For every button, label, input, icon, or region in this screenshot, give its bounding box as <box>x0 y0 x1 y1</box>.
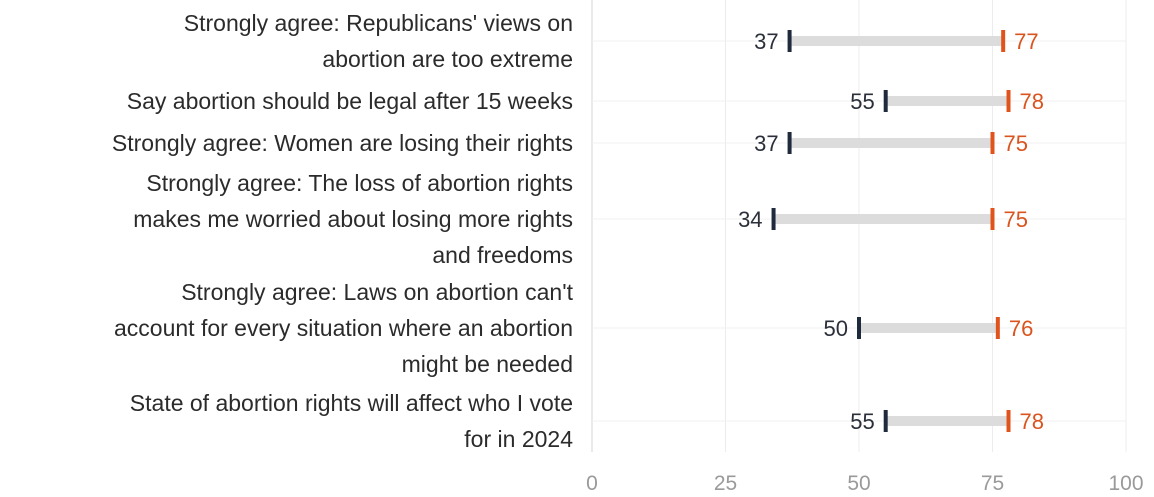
right-value-marker <box>995 317 1000 339</box>
right-value-label: 75 <box>1004 207 1028 232</box>
left-value-marker <box>883 410 888 432</box>
category-label-line: for in 2024 <box>464 426 573 452</box>
category-label-line: account for every situation where an abo… <box>114 315 573 341</box>
left-value-marker <box>787 30 792 52</box>
category-label-line: State of abortion rights will affect who… <box>130 390 573 416</box>
right-value-label: 78 <box>1020 89 1044 114</box>
category-label-line: and freedoms <box>432 242 573 268</box>
left-value-marker <box>883 90 888 112</box>
chart-row: Strongly agree: Laws on abortion can't ac… <box>114 279 1126 377</box>
connector-bar <box>859 323 998 333</box>
chart-row: Say abortion should be legal after 15 we… <box>127 88 1126 114</box>
chart-row: State of abortion rights will affect who… <box>130 390 1126 452</box>
left-value-marker <box>771 208 776 230</box>
left-value-marker <box>787 132 792 154</box>
right-value-marker <box>1006 410 1011 432</box>
left-value-label: 55 <box>850 89 874 114</box>
category-label-line: Say abortion should be legal after 15 we… <box>127 88 573 114</box>
chart-row: Strongly agree: Women are losing their r… <box>112 130 1126 156</box>
chart-row: Strongly agree: The loss of abortion rig… <box>133 170 1126 268</box>
left-value-label: 55 <box>850 409 874 434</box>
right-value-label: 77 <box>1014 29 1038 54</box>
chart-rows: Strongly agree: Republicans' views on abo… <box>112 10 1126 452</box>
category-label-line: Strongly agree: Republicans' views on <box>184 10 573 36</box>
right-value-label: 75 <box>1004 131 1028 156</box>
x-tick-label: 25 <box>714 472 737 495</box>
left-value-label: 37 <box>754 131 778 156</box>
left-value-label: 50 <box>824 316 848 341</box>
x-tick-label: 75 <box>981 472 1004 495</box>
connector-bar <box>885 96 1009 106</box>
right-value-marker <box>1006 90 1011 112</box>
connector-bar <box>885 416 1009 426</box>
connector-bar <box>789 138 993 148</box>
category-label-line: makes me worried about losing more right… <box>133 206 573 232</box>
category-label-line: Strongly agree: Women are losing their r… <box>112 130 573 156</box>
category-label-line: abortion are too extreme <box>322 46 573 72</box>
connector-bar <box>789 36 1004 46</box>
x-tick-label: 0 <box>586 472 598 495</box>
category-label-line: Strongly agree: Laws on abortion can't <box>181 279 573 305</box>
right-value-marker <box>1001 30 1006 52</box>
left-value-marker <box>857 317 861 339</box>
left-value-label: 37 <box>754 29 778 54</box>
category-label-line: Strongly agree: The loss of abortion rig… <box>146 170 573 196</box>
right-value-marker <box>990 208 995 230</box>
chart-row: Strongly agree: Republicans' views on abo… <box>184 10 1126 72</box>
x-tick-label: 100 <box>1108 472 1143 495</box>
right-value-marker <box>990 132 995 154</box>
connector-bar <box>773 214 993 224</box>
category-label-line: might be needed <box>402 351 573 377</box>
x-tick-label: 50 <box>847 472 870 495</box>
right-value-label: 76 <box>1009 316 1033 341</box>
right-value-label: 78 <box>1020 409 1044 434</box>
left-value-label: 34 <box>738 207 762 232</box>
x-axis: 0 25 50 75 100 <box>586 472 1143 495</box>
gridlines <box>591 0 1127 452</box>
